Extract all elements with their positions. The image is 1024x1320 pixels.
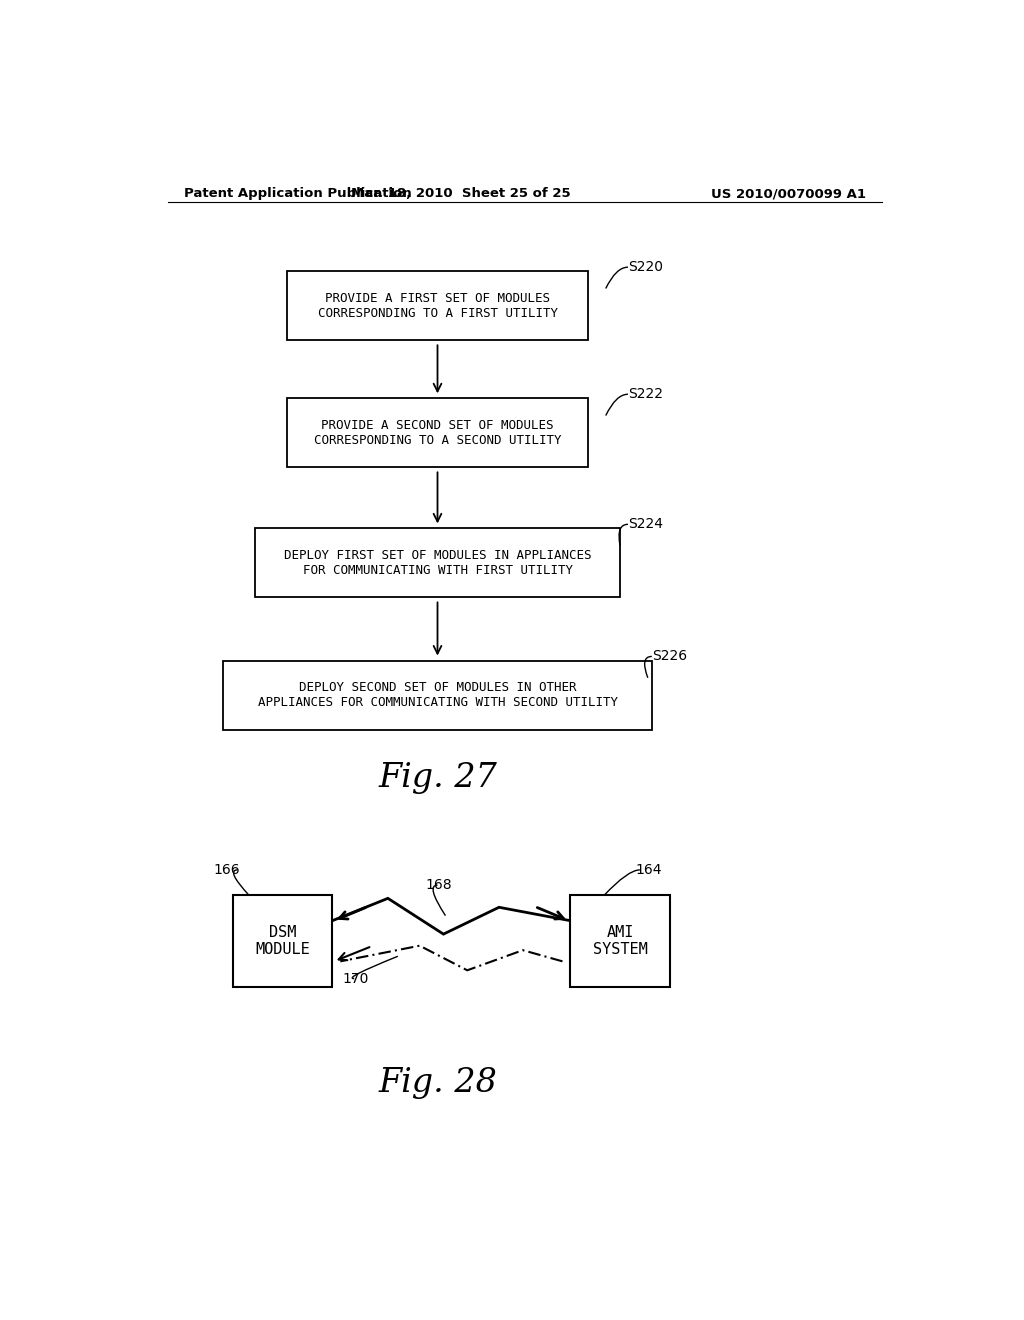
Text: 168: 168 xyxy=(426,878,453,892)
FancyBboxPatch shape xyxy=(233,895,333,987)
Text: Mar. 18, 2010  Sheet 25 of 25: Mar. 18, 2010 Sheet 25 of 25 xyxy=(351,187,571,201)
Text: PROVIDE A FIRST SET OF MODULES
CORRESPONDING TO A FIRST UTILITY: PROVIDE A FIRST SET OF MODULES CORRESPON… xyxy=(317,292,557,319)
Text: S226: S226 xyxy=(652,649,687,664)
Text: 166: 166 xyxy=(214,863,241,876)
FancyBboxPatch shape xyxy=(287,271,588,341)
Text: PROVIDE A SECOND SET OF MODULES
CORRESPONDING TO A SECOND UTILITY: PROVIDE A SECOND SET OF MODULES CORRESPO… xyxy=(313,418,561,447)
Text: S220: S220 xyxy=(628,260,663,275)
Text: S224: S224 xyxy=(628,517,663,532)
Text: AMI
SYSTEM: AMI SYSTEM xyxy=(593,925,647,957)
Text: US 2010/0070099 A1: US 2010/0070099 A1 xyxy=(711,187,866,201)
Text: S222: S222 xyxy=(628,387,663,401)
Text: DEPLOY FIRST SET OF MODULES IN APPLIANCES
FOR COMMUNICATING WITH FIRST UTILITY: DEPLOY FIRST SET OF MODULES IN APPLIANCE… xyxy=(284,549,591,577)
FancyBboxPatch shape xyxy=(255,528,620,598)
Text: Patent Application Publication: Patent Application Publication xyxy=(183,187,412,201)
Text: Fig. 28: Fig. 28 xyxy=(378,1068,497,1100)
Text: Fig. 27: Fig. 27 xyxy=(378,763,497,795)
Text: DSM
MODULE: DSM MODULE xyxy=(255,925,310,957)
Text: 164: 164 xyxy=(636,863,663,876)
FancyBboxPatch shape xyxy=(223,660,652,730)
Text: DEPLOY SECOND SET OF MODULES IN OTHER
APPLIANCES FOR COMMUNICATING WITH SECOND U: DEPLOY SECOND SET OF MODULES IN OTHER AP… xyxy=(257,681,617,709)
FancyBboxPatch shape xyxy=(287,399,588,467)
FancyBboxPatch shape xyxy=(570,895,670,987)
Text: 170: 170 xyxy=(342,972,369,986)
